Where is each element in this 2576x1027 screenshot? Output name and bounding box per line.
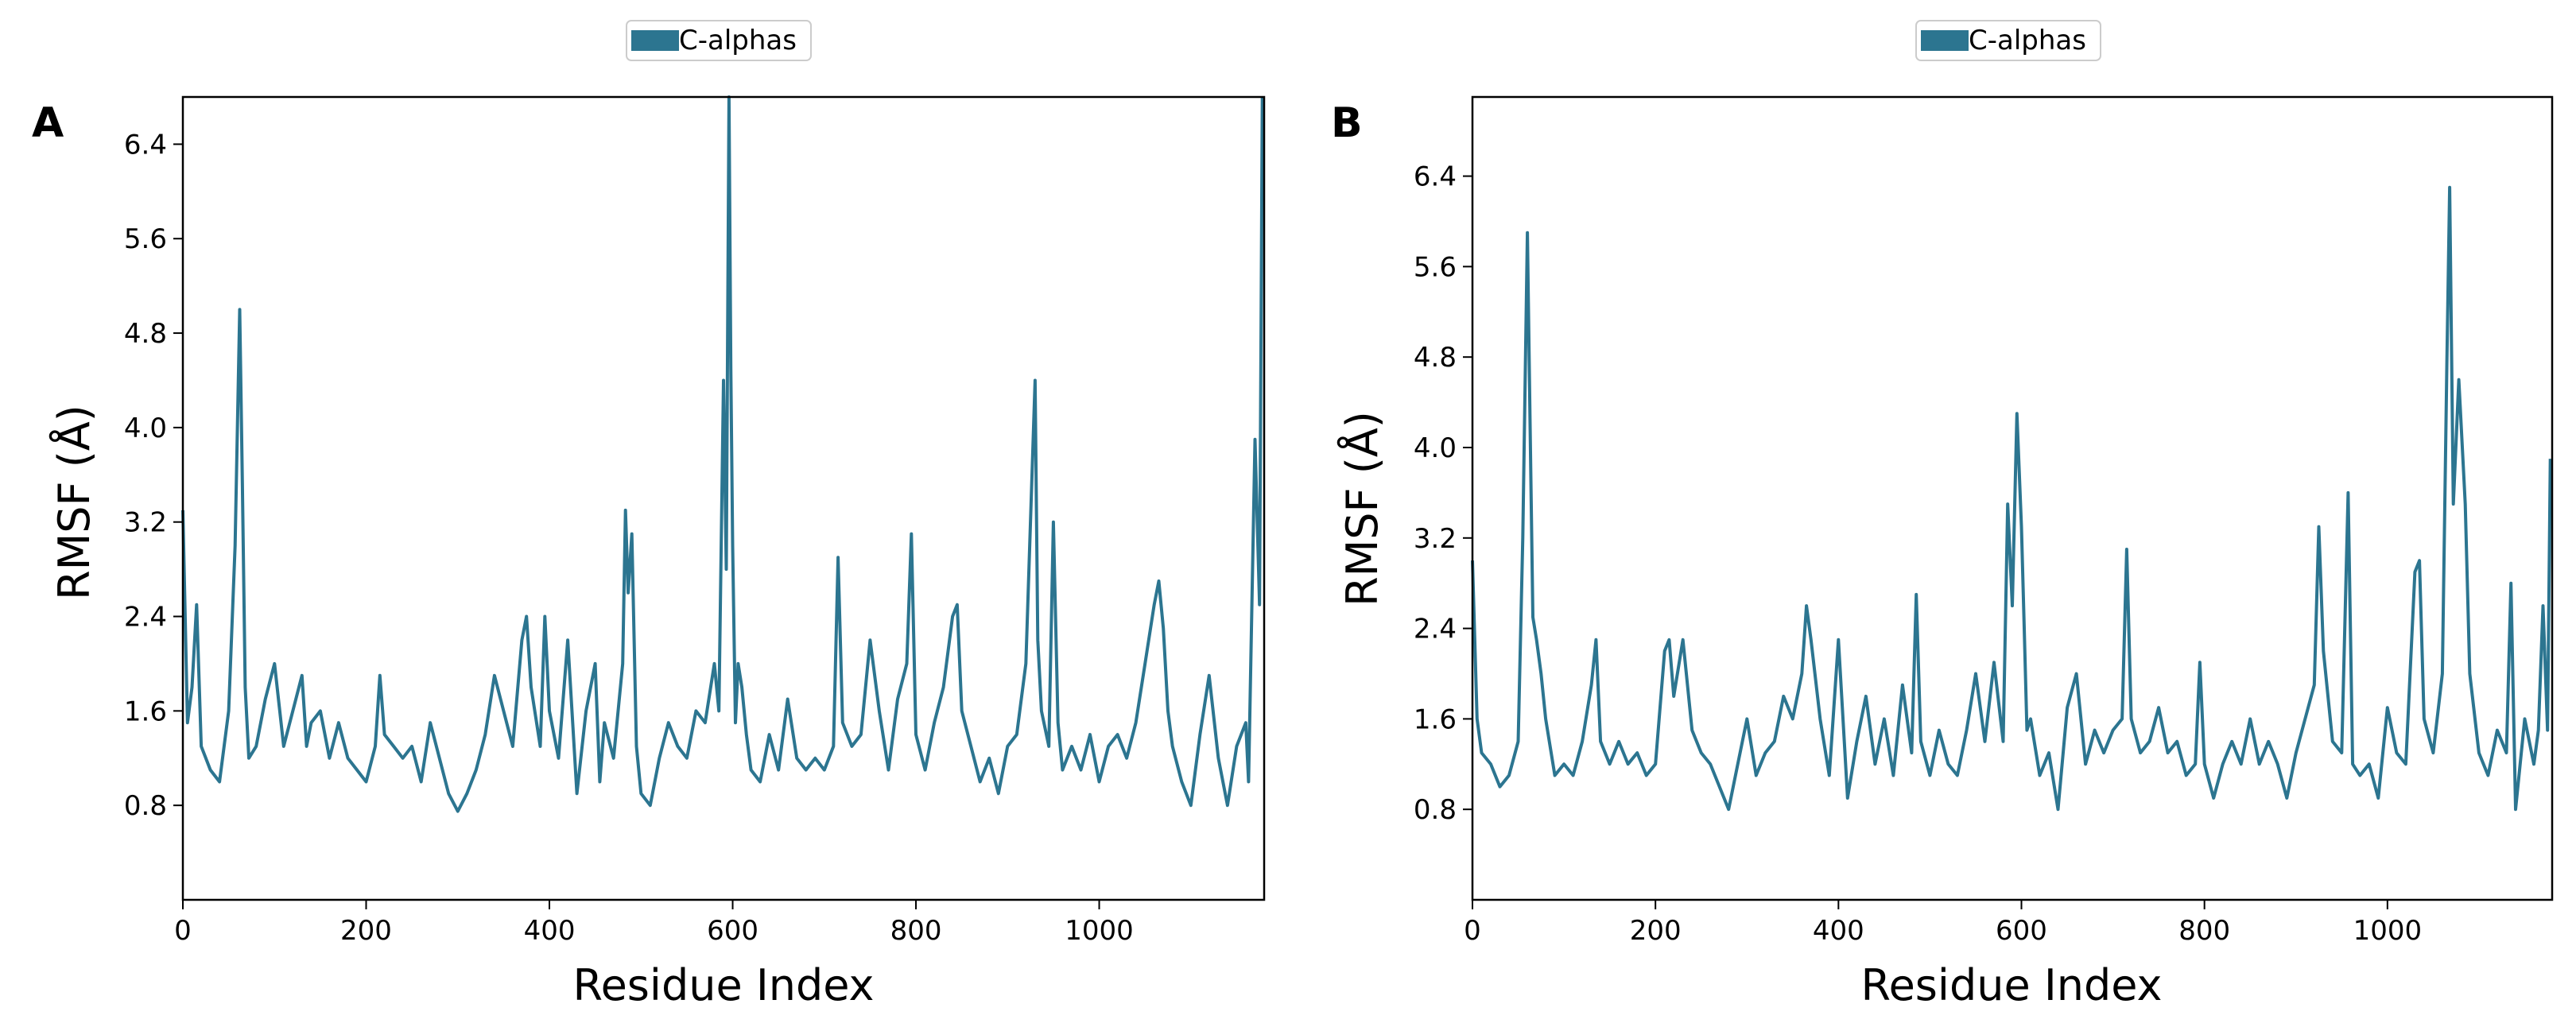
panel-b-x-tick-label: 200 xyxy=(1630,915,1682,947)
panel-b-y-tick-label: 4.0 xyxy=(1414,432,1457,464)
panel-a-y-tick-label: 0.8 xyxy=(124,790,167,822)
panel-b-legend-label: C-alphas xyxy=(1969,25,2086,56)
panel-a-plot-area: 0 200 400 600 800 1000 0.8 1.6 2.4 3.2 4.0 4.8 5.6 6.… xyxy=(124,95,1266,947)
panel-b-y-tick-label: 5.6 xyxy=(1414,251,1457,283)
panel-a-y-tick-label: 4.0 xyxy=(124,413,167,444)
panel-a-y-axis-label: RMSF (Å) xyxy=(48,405,99,600)
panel-b-x-tick-label: 400 xyxy=(1813,915,1864,947)
panel-a-letter: A xyxy=(32,99,64,147)
panel-b: B C-alphas 0 200 400 600 800 1000 0.8 1.6 2.4 3.2… xyxy=(1331,20,2554,1010)
panel-b-series-line-c-alphas xyxy=(1471,185,2552,812)
panel-a-x-tick-label: 800 xyxy=(890,915,942,947)
panel-a-y-tick-label: 1.6 xyxy=(124,696,167,727)
panel-b-y-tick-label: 1.6 xyxy=(1414,703,1457,735)
panel-b-axes-frame xyxy=(1471,95,2554,901)
panel-a: A C-alphas 0 200 400 600 800 1000 0.8 1.6 2.4 3.2… xyxy=(32,20,1266,1010)
panel-a-y-tick-label: 2.4 xyxy=(124,602,167,634)
panel-a-x-tick-label: 1000 xyxy=(1065,915,1134,947)
panel-a-x-tick-label: 400 xyxy=(524,915,576,947)
panel-b-legend-swatch xyxy=(1921,30,1969,51)
panel-b-plot-area: 0 200 400 600 800 1000 0.8 1.6 2.4 3.2 4.0 4.8 5.6 6.… xyxy=(1414,95,2554,947)
panel-a-y-tick-label: 4.8 xyxy=(124,318,167,350)
panel-a-x-axis-label: Residue Index xyxy=(572,960,874,1010)
panel-b-x-tick-label: 800 xyxy=(2178,915,2230,947)
panel-a-legend-label: C-alphas xyxy=(679,25,797,56)
panel-b-y-tick-label: 6.4 xyxy=(1414,161,1457,193)
panel-a-x-tick-label: 0 xyxy=(174,915,192,947)
panel-b-x-tick-label: 1000 xyxy=(2353,915,2423,947)
panel-a-x-tick-label: 600 xyxy=(707,915,758,947)
panel-b-y-tick-label: 4.8 xyxy=(1414,342,1457,374)
panel-a-legend: C-alphas xyxy=(626,20,812,61)
panel-a-y-tick-label: 3.2 xyxy=(124,507,167,539)
panel-a-legend-swatch xyxy=(631,30,679,51)
panel-a-axes-frame xyxy=(181,95,1266,901)
panel-b-x-tick-label: 0 xyxy=(1464,915,1481,947)
panel-b-x-axis-label: Residue Index xyxy=(1860,960,2162,1010)
panel-b-legend: C-alphas xyxy=(1915,20,2101,61)
panel-b-y-tick-label: 0.8 xyxy=(1414,794,1457,826)
panel-a-y-tick-label: 6.4 xyxy=(124,129,167,161)
panel-a-y-tick-label: 5.6 xyxy=(124,223,167,255)
panel-b-y-tick-label: 2.4 xyxy=(1414,614,1457,645)
panel-a-x-tick-label: 200 xyxy=(340,915,392,947)
panel-a-series-line-c-alphas xyxy=(181,95,1264,813)
panel-b-letter: B xyxy=(1331,99,1363,147)
panel-b-x-tick-label: 600 xyxy=(1996,915,2047,947)
panel-b-y-tick-label: 3.2 xyxy=(1414,523,1457,555)
panel-b-y-axis-label: RMSF (Å) xyxy=(1336,411,1387,607)
